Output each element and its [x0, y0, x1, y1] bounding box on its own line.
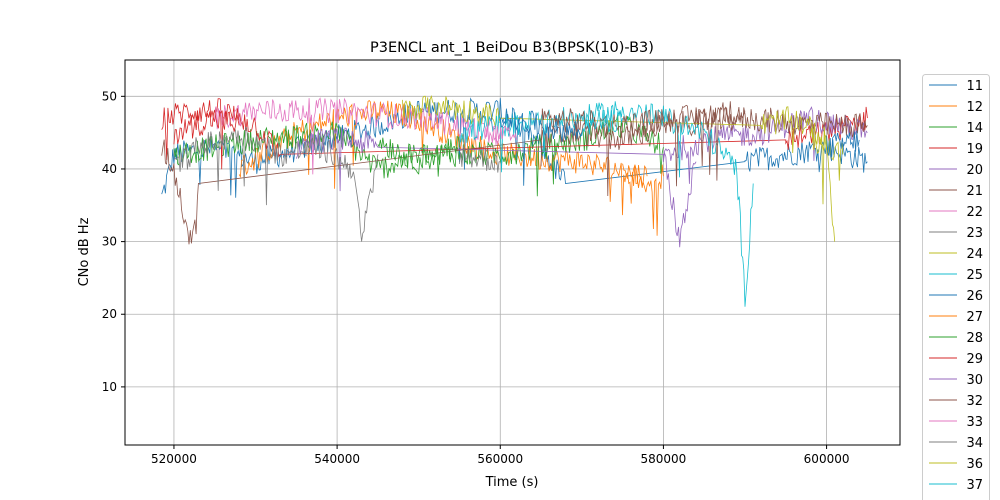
series-line-27 [622, 163, 664, 236]
plot-frame [124, 59, 901, 446]
y-tick-label: 40 [102, 162, 117, 176]
x-tick-label: 560000 [477, 452, 523, 466]
x-axis-label: Time (s) [485, 475, 539, 490]
series-line-24 [402, 95, 836, 242]
legend-box [922, 74, 990, 500]
x-tick-label: 600000 [804, 452, 850, 466]
x-tick-label: 520000 [151, 452, 197, 466]
x-tick-label: 580000 [641, 452, 687, 466]
series-lines [161, 95, 868, 307]
legend-label: 22 [966, 205, 983, 220]
chart-title: P3ENCL ant_1 BeiDou B3(BPSK(10)-B3) [370, 40, 654, 56]
series-line-32 [540, 101, 746, 187]
series-line-37 [581, 109, 623, 136]
series-line-25 [459, 101, 754, 307]
series-line-34 [459, 144, 501, 173]
series-line-41 [826, 130, 860, 158]
legend-label: 27 [966, 310, 983, 325]
series-line-12 [238, 99, 648, 216]
series-line-26 [499, 107, 583, 186]
legend-label: 28 [966, 331, 983, 346]
axis-ticks: 520000 540000 560000 580000 600000 10 20 30 40 50 [102, 89, 850, 466]
legend-label: 24 [966, 247, 983, 262]
series-line-22 [214, 97, 501, 175]
series-line-36 [809, 128, 844, 181]
y-tick-label: 10 [102, 380, 117, 394]
series-line-21 [161, 106, 868, 245]
legend-label: 26 [966, 289, 983, 304]
x-tick-label: 540000 [314, 452, 360, 466]
legend-label: 37 [966, 478, 983, 493]
legend-label: 21 [966, 184, 983, 199]
legend-label: 20 [966, 163, 983, 178]
y-tick-label: 20 [102, 307, 117, 321]
y-axis-label: CNo dB Hz [77, 217, 92, 286]
legend-label: 32 [966, 394, 983, 409]
legend-label: 12 [966, 100, 983, 115]
legend-label: 19 [966, 142, 983, 157]
legend-label: 11 [966, 79, 983, 94]
series-line-23 [173, 126, 379, 242]
series-line-28 [377, 135, 460, 175]
series-line-29 [173, 109, 240, 145]
series-line-11 [161, 97, 868, 198]
legend-label: 14 [966, 121, 983, 136]
legend-label: 34 [966, 436, 983, 451]
y-tick-label: 30 [102, 235, 117, 249]
legend-label: 23 [966, 226, 983, 241]
legend-label: 30 [966, 373, 983, 388]
series-line-30 [663, 152, 697, 248]
legend-label: 29 [966, 352, 983, 367]
series-line-33 [483, 124, 517, 146]
y-tick-label: 50 [102, 89, 117, 103]
legend-label: 33 [966, 415, 983, 430]
legend-label: 36 [966, 457, 983, 472]
legend: 11 12 14 19 20 21 22 23 24 25 26 27 28 29 30 32 33 34 36 37… [922, 74, 990, 500]
legend-label: 25 [966, 268, 983, 283]
